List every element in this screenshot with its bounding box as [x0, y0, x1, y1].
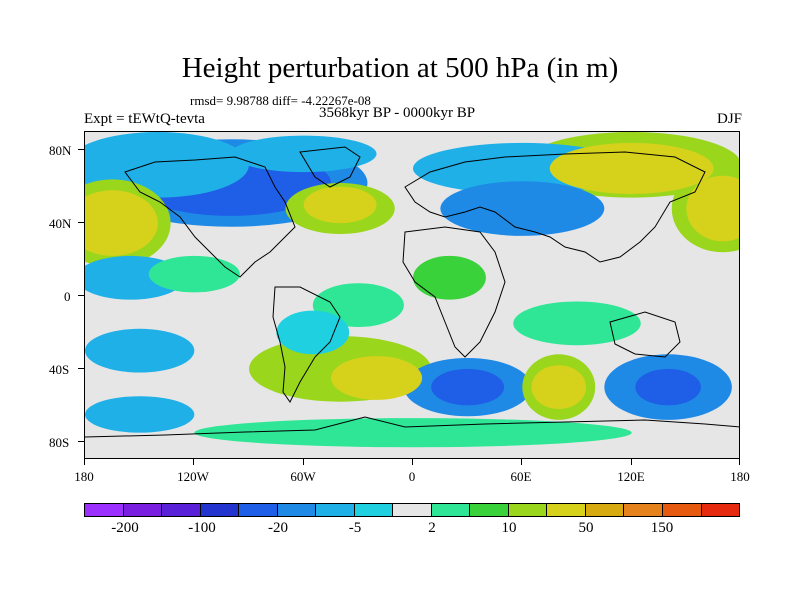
colorbar-label: -100	[188, 520, 216, 536]
lon-label-60e: 60E	[510, 469, 532, 484]
lat-tick	[78, 368, 84, 369]
lon-tick	[739, 459, 740, 465]
lon-tick	[631, 459, 632, 465]
field-patch	[331, 356, 423, 400]
lon-label-180w: 180	[74, 469, 94, 484]
colorbar-swatch	[162, 504, 201, 516]
coastline-australia	[609, 311, 681, 358]
lat-label-80s: 80S	[49, 435, 70, 450]
field-patch	[85, 396, 195, 433]
colorbar-swatch	[508, 504, 548, 516]
colorbar-label: 10	[501, 520, 517, 536]
lon-label-60w: 60W	[290, 469, 316, 484]
lat-label-80n: 80N	[49, 143, 72, 158]
lon-tick	[193, 459, 194, 465]
season-label: DJF	[716, 111, 742, 127]
colorbar-label: -200	[111, 520, 139, 536]
colorbar-swatch	[277, 504, 317, 516]
field-patch	[303, 186, 377, 224]
coastline-eurasia	[404, 151, 706, 263]
lon-label-120e: 120E	[617, 469, 645, 484]
field-patch	[413, 255, 486, 300]
lat-tick	[78, 149, 84, 150]
colorbar-swatch	[393, 504, 432, 516]
experiment-label: Expt = tEWtQ-tevta	[84, 111, 205, 127]
colorbar-swatch	[239, 504, 278, 516]
lon-label-0: 0	[408, 469, 416, 484]
period-label: 3568kyr BP - 0000kyr BP	[319, 105, 476, 121]
lon-label-180e: 180	[730, 469, 750, 484]
field-patch	[230, 135, 377, 173]
field-patch	[440, 181, 605, 236]
colorbar-swatch	[316, 504, 355, 516]
colorbar-swatch	[123, 504, 163, 516]
colorbar-label: -5	[348, 520, 362, 536]
field-patch	[635, 368, 701, 406]
lat-tick	[78, 441, 84, 442]
colorbar-swatch	[431, 504, 471, 516]
coastline-south-america	[272, 286, 341, 403]
colorbar	[84, 503, 740, 517]
colorbar-label: 150	[650, 520, 674, 536]
field-patch	[85, 190, 158, 256]
colorbar-label: 50	[578, 520, 594, 536]
colorbar-swatch	[85, 504, 124, 516]
coastline-north-america	[124, 156, 296, 278]
lat-tick	[78, 222, 84, 223]
lon-tick	[412, 459, 413, 465]
colorbar-label: -20	[268, 520, 288, 536]
lon-tick	[303, 459, 304, 465]
map-panel	[84, 131, 740, 459]
colorbar-swatch	[624, 504, 663, 516]
field-patch	[194, 418, 632, 448]
field-patch	[431, 368, 505, 406]
lat-label-40s: 40S	[49, 362, 70, 377]
field-patch	[148, 255, 240, 293]
coastline-africa	[402, 226, 506, 358]
colorbar-swatch	[200, 504, 240, 516]
coastlines	[85, 146, 739, 438]
field-patch	[85, 328, 195, 373]
field-patch	[549, 142, 714, 194]
lat-label-40n: 40N	[49, 216, 72, 231]
field-patch	[276, 310, 350, 355]
colorbar-swatch	[585, 504, 625, 516]
lon-tick	[84, 459, 85, 465]
height-field	[85, 132, 739, 448]
colorbar-label: 2	[428, 520, 436, 536]
field-patch	[513, 301, 641, 346]
coastline-greenland	[299, 146, 361, 188]
colorbar-swatch	[547, 504, 586, 516]
lat-label-0: 0	[64, 289, 71, 304]
stats-text: rmsd= 9.98788 diff= -4.22267e-08	[190, 93, 371, 108]
colorbar-swatch	[354, 504, 394, 516]
field-patch	[686, 175, 739, 242]
colorbar-swatch	[470, 504, 509, 516]
colorbar-swatch	[662, 504, 702, 516]
plot-title: Height perturbation at 500 hPa (in m)	[181, 52, 619, 84]
lon-label-120w: 120W	[177, 469, 209, 484]
lat-tick	[78, 295, 84, 296]
map-canvas	[85, 132, 739, 448]
colorbar-swatch	[701, 504, 740, 516]
field-patch	[531, 365, 587, 409]
coastline-antarctica	[85, 416, 739, 438]
lon-tick	[521, 459, 522, 465]
